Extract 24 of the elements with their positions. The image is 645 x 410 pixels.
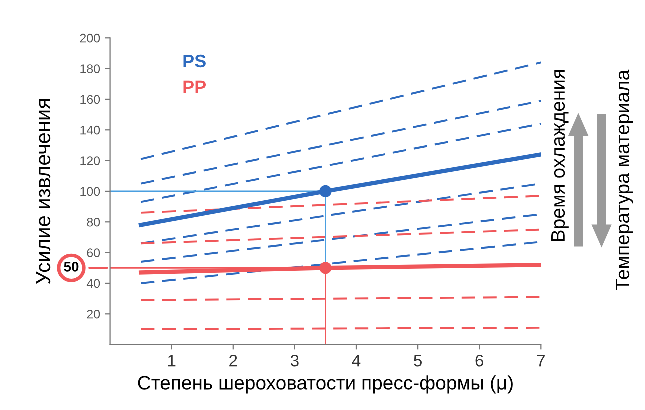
y-tick-label: 180 xyxy=(80,64,100,74)
x-tick-label: 5 xyxy=(414,355,422,367)
y-tick-label: 40 xyxy=(86,279,100,288)
text: Температура материала xyxy=(616,70,634,290)
y-axis-title: Усилие извлечения xyxy=(36,100,51,284)
x-tick-label: 6 xyxy=(476,354,484,367)
text: PP xyxy=(184,80,206,94)
x-axis-title: Степень шероховатости пресс-формы (μ) xyxy=(138,376,513,394)
y-tick-label: 140 xyxy=(80,126,100,135)
x-tick-label: 3 xyxy=(290,354,299,367)
y-tick-label: 100 xyxy=(80,187,100,196)
x-tick-label: 1 xyxy=(168,355,176,367)
x-tick-label: 7 xyxy=(537,355,545,367)
y-tick-label: 20 xyxy=(87,310,100,319)
x-tick-label: 4 xyxy=(352,355,361,367)
text: PS xyxy=(184,54,206,68)
y-tick-label: 120 xyxy=(80,156,100,166)
text: 50 xyxy=(64,262,79,272)
x-tick-label: 2 xyxy=(230,354,238,367)
text: Время охлаждения xyxy=(552,70,569,242)
y-tick-label: 160 xyxy=(80,95,100,104)
y-tick-label: 80 xyxy=(87,218,100,227)
y-tick-label: 200 xyxy=(80,34,100,43)
y-tick-label: 60 xyxy=(87,248,100,258)
